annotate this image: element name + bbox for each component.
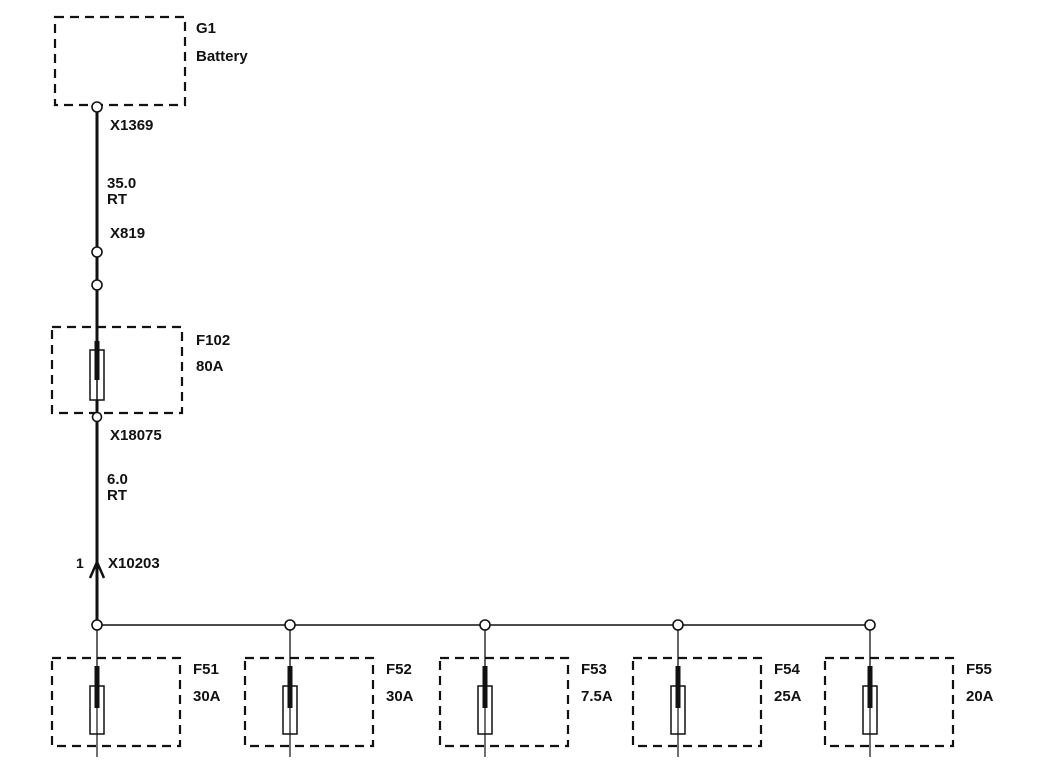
- bus-node-f51: [91, 619, 103, 631]
- battery-box: [53, 15, 187, 107]
- branch-fuse-id-f51: F51: [193, 661, 219, 678]
- battery-id-label: G1: [196, 20, 216, 37]
- bus-node-f54: [672, 619, 684, 631]
- connector-x1369-label: X1369: [110, 117, 153, 134]
- connector-x10203-pin-label: 1: [76, 555, 84, 571]
- connector-x819-node-lower: [91, 279, 103, 291]
- main-fuse-rating-label: 80A: [196, 358, 224, 375]
- main-fuse-id-label: F102: [196, 332, 230, 349]
- battery-name-label: Battery: [196, 48, 248, 65]
- connector-x10203-label: X10203: [108, 555, 160, 572]
- branch-fuse-box-f53: [438, 656, 570, 748]
- branch-fuse-id-f52: F52: [386, 661, 412, 678]
- bus-node-f55: [864, 619, 876, 631]
- wire-top-gauge-label: 35.0: [107, 175, 136, 192]
- wire-mid-color-label: RT: [107, 487, 127, 504]
- wire-mid-gauge-label: 6.0: [107, 471, 128, 488]
- connector-x10203-arrow: [88, 558, 106, 579]
- main-fuse-box: [50, 325, 184, 415]
- bus-node-f53: [479, 619, 491, 631]
- branch-fuse-id-f55: F55: [966, 661, 992, 678]
- branch-fuse-box-f52: [243, 656, 375, 748]
- branch-fuse-id-f54: F54: [774, 661, 801, 678]
- branch-fuse-rating-f54: 25A: [774, 688, 802, 705]
- bus-node-f52: [284, 619, 296, 631]
- branch-fuse-rating-f53: 7.5A: [581, 688, 613, 705]
- branch-fuse-rating-f51: 30A: [193, 688, 221, 705]
- branch-fuse-box-f54: [631, 656, 763, 748]
- branch-fuse-id-f53: F53: [581, 661, 607, 678]
- connector-x819-node-upper: [91, 246, 103, 258]
- connector-x18075-node: [91, 411, 103, 423]
- connector-x819-label: X819: [110, 225, 145, 242]
- branch-fuse-rating-f55: 20A: [966, 688, 994, 705]
- wire-top-color-label: RT: [107, 191, 127, 208]
- branch-fuse-rating-f52: 30A: [386, 688, 414, 705]
- connector-x18075-label: X18075: [110, 427, 162, 444]
- connector-x1369-node: [91, 101, 103, 113]
- branch-fuse-box-f55: [823, 656, 955, 748]
- branch-fuse-box-f51: [50, 656, 182, 748]
